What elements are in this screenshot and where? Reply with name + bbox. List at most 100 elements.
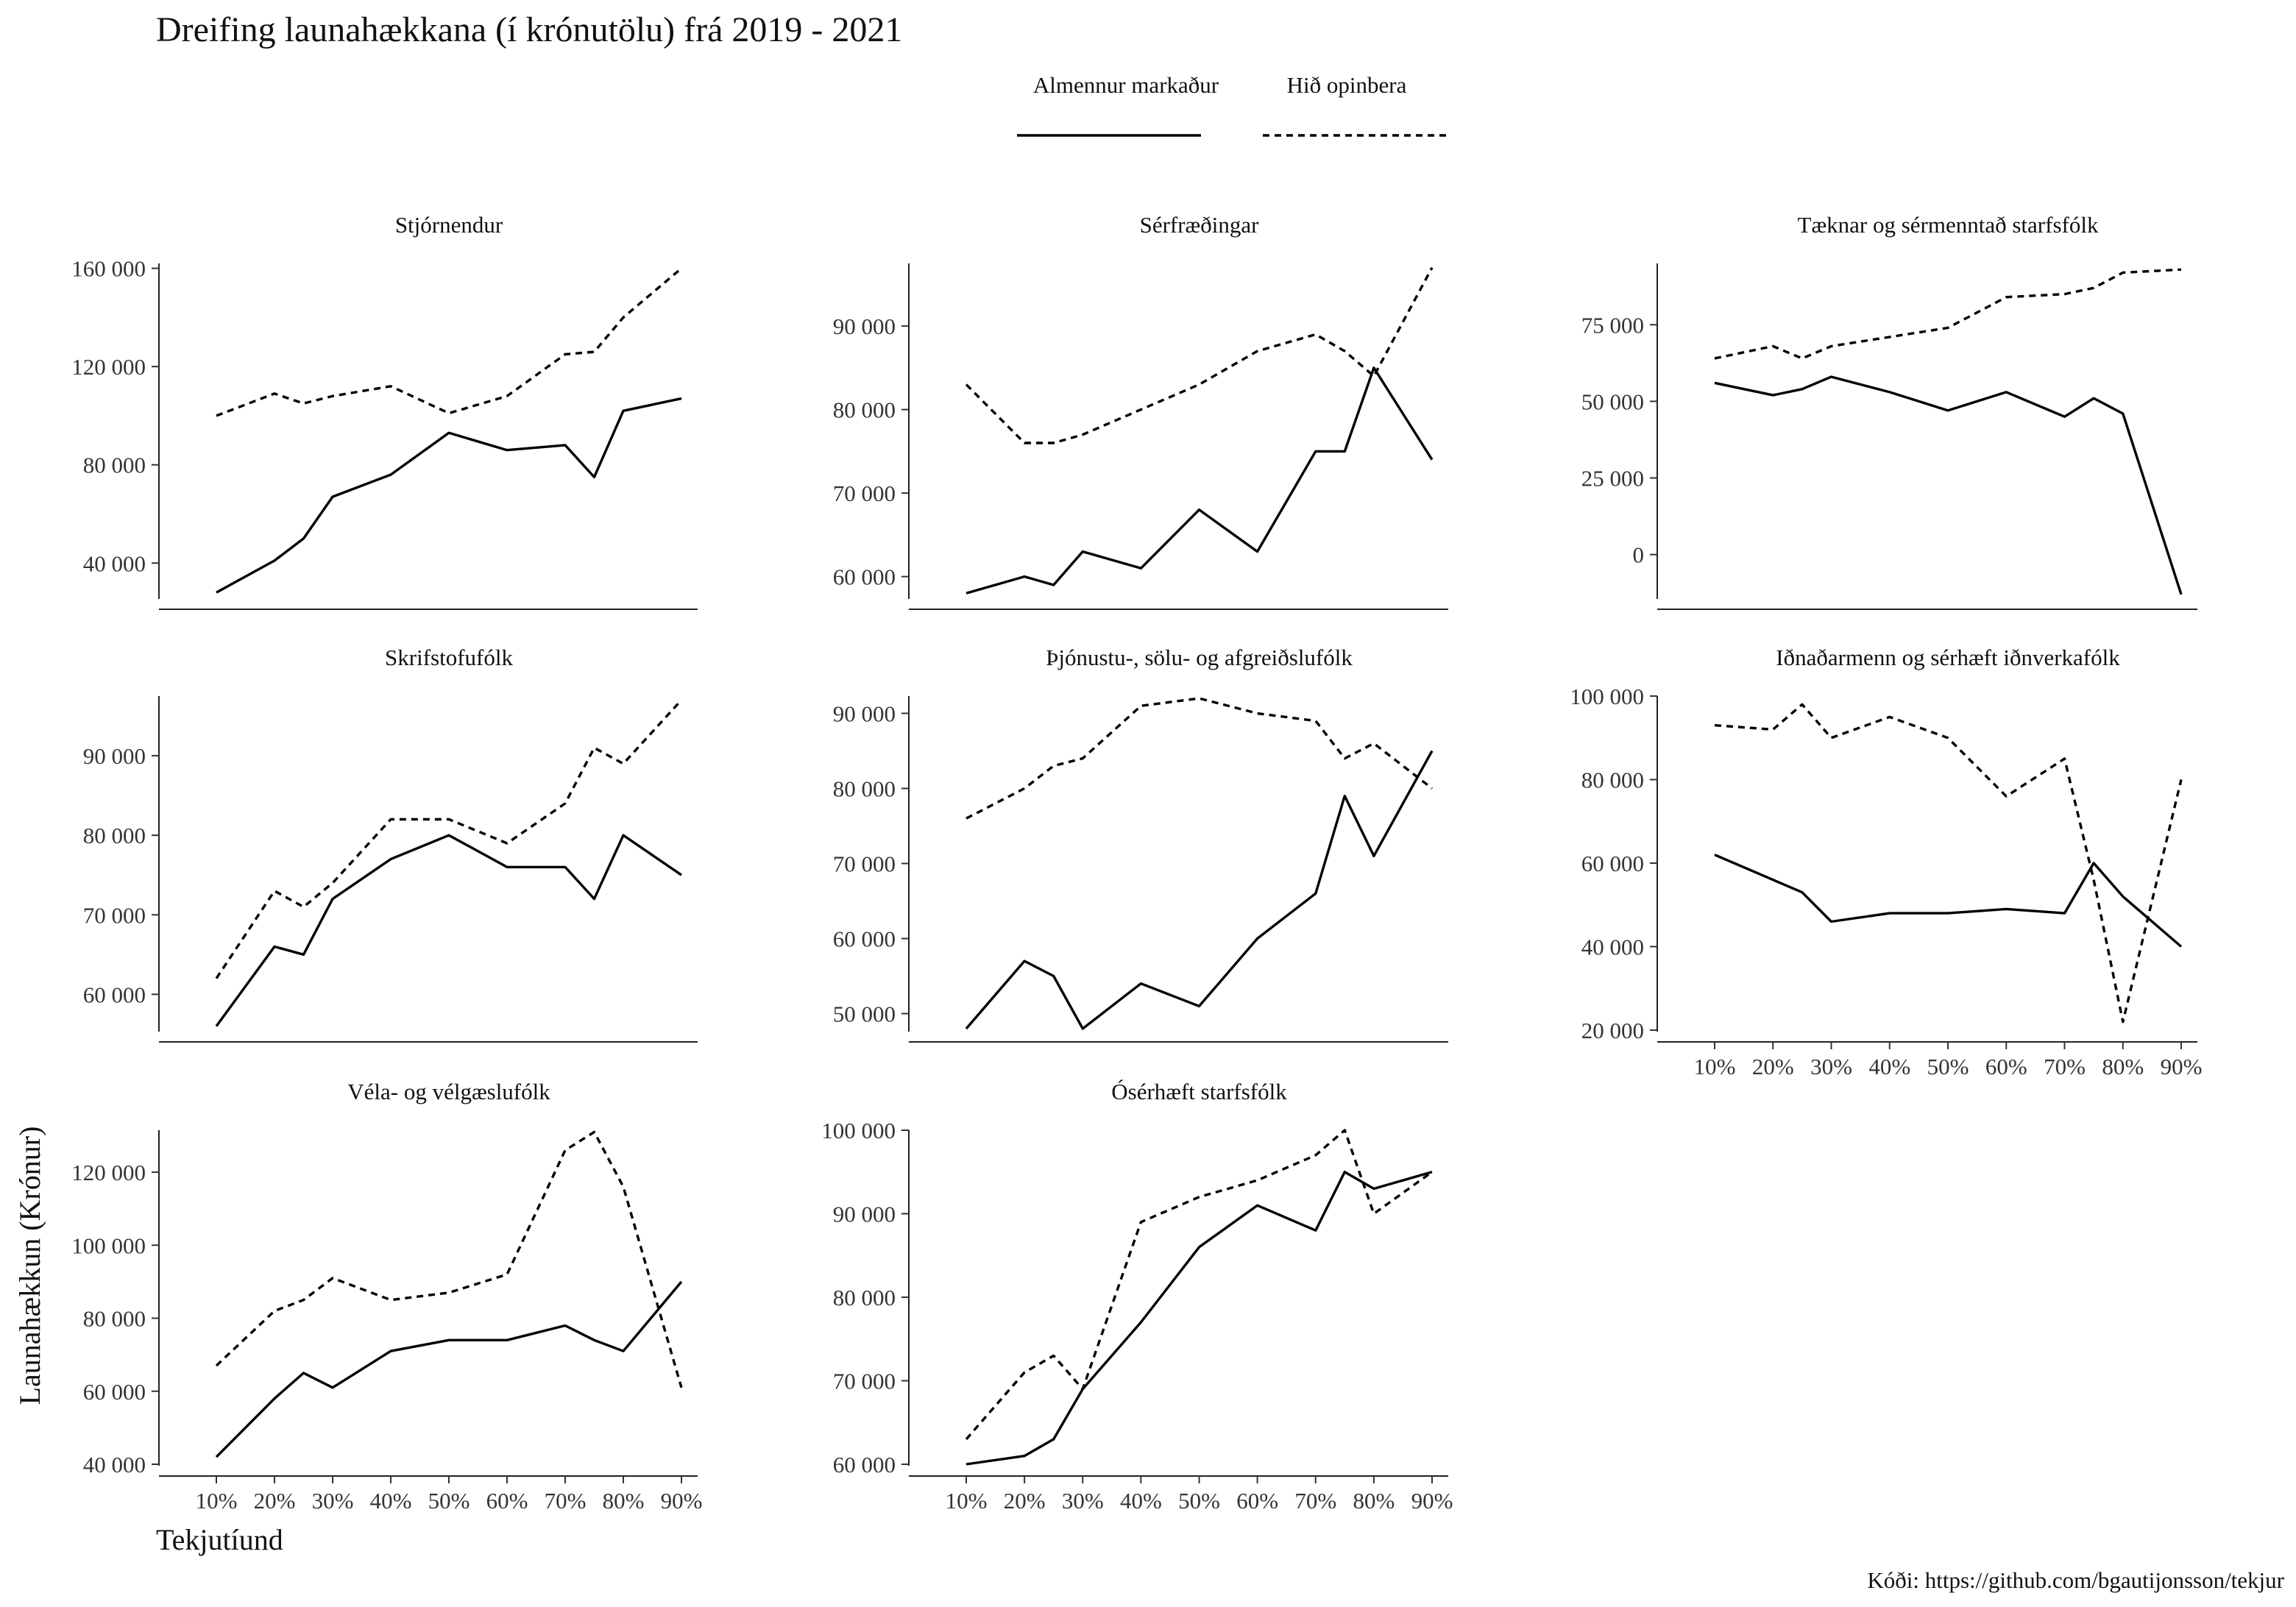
- facet-thjonustu-solu-og-afgreidslufolk-y-tick-label: 90 000: [833, 700, 896, 726]
- facet-taeknar-og-sermenntad-starfsfolk-y-tick-label: 75 000: [1581, 312, 1644, 338]
- facet-skrifstofufolk-y-tick-label: 70 000: [83, 902, 146, 928]
- facet-serfraedingar-y-tick-label: 60 000: [833, 564, 896, 590]
- facet-grid: Stjórnendur 40 000 80 000 120 000 160 000 Sér…: [71, 212, 2202, 1514]
- facet-oserhaeft-starfsfolk-series-opinbera: [965, 1129, 1433, 1441]
- facet-serfraedingar-series-almennur: [965, 366, 1434, 595]
- facet-thjonustu-solu-og-afgreidslufolk-y-tick-label: 80 000: [833, 776, 896, 801]
- facet-vela-og-velgaeslufolk-x-tick-label: 10%: [196, 1488, 238, 1514]
- facet-taeknar-og-sermenntad-starfsfolk-y-tick-label: 0: [1633, 542, 1645, 568]
- facet-taeknar-og-sermenntad-starfsfolk-series-almennur: [1714, 375, 2183, 595]
- facet-oserhaeft-starfsfolk-series-almennur: [965, 1171, 1433, 1466]
- facet-oserhaeft-starfsfolk: Ósérhæft starfsfólk 60 000 70 000 80 000 90 …: [821, 1079, 1453, 1514]
- facet-skrifstofufolk-y-tick-label: 80 000: [83, 823, 146, 848]
- facet-idnadarmenn-og-serhaeft-idnverkafolk-series-almennur: [1714, 854, 2183, 948]
- facet-vela-og-velgaeslufolk-series-opinbera: [215, 1130, 683, 1388]
- facet-skrifstofufolk-y-tick-label: 60 000: [83, 982, 146, 1007]
- legend-label-almennur: Almennur markaður: [1033, 72, 1219, 98]
- caption: Kóði: https://github.com/bgautijonsson/t…: [1867, 1567, 2284, 1593]
- facet-oserhaeft-starfsfolk-y-tick-label: 80 000: [833, 1285, 896, 1310]
- facet-idnadarmenn-og-serhaeft-idnverkafolk-y-tick-label: 60 000: [1581, 851, 1644, 876]
- facet-idnadarmenn-og-serhaeft-idnverkafolk-x-tick-label: 70%: [2044, 1054, 2086, 1079]
- facet-vela-og-velgaeslufolk-y-tick-label: 100 000: [71, 1232, 146, 1258]
- facet-idnadarmenn-og-serhaeft-idnverkafolk-x-tick-label: 80%: [2102, 1054, 2144, 1079]
- facet-taeknar-og-sermenntad-starfsfolk-y-tick-label: 50 000: [1581, 389, 1644, 414]
- facet-idnadarmenn-og-serhaeft-idnverkafolk-x-tick-label: 50%: [1927, 1054, 1969, 1079]
- facet-vela-og-velgaeslufolk-x-tick-label: 80%: [603, 1488, 645, 1514]
- facet-thjonustu-solu-og-afgreidslufolk-y-tick-label: 60 000: [833, 926, 896, 952]
- facet-taeknar-og-sermenntad-starfsfolk-y-tick-label: 25 000: [1581, 466, 1644, 492]
- facet-serfraedingar-title: Sérfræðingar: [1140, 212, 1260, 238]
- facet-vela-og-velgaeslufolk-x-tick-label: 90%: [661, 1488, 703, 1514]
- facet-idnadarmenn-og-serhaeft-idnverkafolk-y-tick-label: 100 000: [1570, 684, 1644, 709]
- facet-idnadarmenn-og-serhaeft-idnverkafolk-x-tick-label: 90%: [2161, 1054, 2203, 1079]
- facet-skrifstofufolk-series-opinbera: [215, 699, 683, 979]
- facet-oserhaeft-starfsfolk-x-tick-label: 40%: [1120, 1488, 1162, 1514]
- facet-skrifstofufolk-title: Skrifstofufólk: [385, 645, 513, 670]
- facet-skrifstofufolk-y-tick-label: 90 000: [83, 743, 146, 769]
- legend: Almennur markaður Hið opinbera: [1017, 72, 1447, 137]
- facet-oserhaeft-starfsfolk-x-tick-label: 90%: [1411, 1488, 1453, 1514]
- facet-skrifstofufolk-series-almennur: [215, 834, 682, 1027]
- facet-serfraedingar-y-tick-label: 80 000: [833, 397, 896, 423]
- facet-oserhaeft-starfsfolk-x-tick-label: 50%: [1178, 1488, 1220, 1514]
- facet-oserhaeft-starfsfolk-x-tick-label: 30%: [1062, 1488, 1104, 1514]
- facet-oserhaeft-starfsfolk-y-tick-label: 60 000: [833, 1452, 896, 1477]
- facet-stjornendur-series-almennur: [216, 397, 682, 594]
- legend-label-opinbera: Hið opinbera: [1287, 72, 1407, 98]
- facet-thjonustu-solu-og-afgreidslufolk-y-tick-label: 70 000: [833, 851, 896, 877]
- facet-idnadarmenn-og-serhaeft-idnverkafolk-series-opinbera: [1714, 703, 2183, 1024]
- facet-stjornendur: Stjórnendur 40 000 80 000 120 000 160 000: [71, 212, 698, 610]
- facet-vela-og-velgaeslufolk-y-tick-label: 120 000: [71, 1160, 146, 1185]
- facet-stjornendur-y-tick-label: 160 000: [71, 256, 146, 282]
- x-axis-title: Tekjutíund: [156, 1523, 283, 1556]
- facet-taeknar-og-sermenntad-starfsfolk: Tæknar og sérmenntað starfsfólk 0 25 000 50…: [1581, 212, 2197, 610]
- facet-thjonustu-solu-og-afgreidslufolk: Þjónustu-, sölu- og afgreiðslufólk 50 000…: [833, 645, 1448, 1043]
- facet-idnadarmenn-og-serhaeft-idnverkafolk-y-tick-label: 80 000: [1581, 767, 1644, 793]
- facet-vela-og-velgaeslufolk-x-tick-label: 60%: [486, 1488, 528, 1514]
- facet-stjornendur-series-opinbera: [216, 267, 683, 417]
- facet-oserhaeft-starfsfolk-y-tick-label: 70 000: [833, 1369, 896, 1394]
- facet-oserhaeft-starfsfolk-x-tick-label: 80%: [1353, 1488, 1395, 1514]
- facet-vela-og-velgaeslufolk-title: Véla- og vélgæslufólk: [347, 1079, 550, 1104]
- facet-oserhaeft-starfsfolk-x-tick-label: 70%: [1294, 1488, 1336, 1514]
- facet-idnadarmenn-og-serhaeft-idnverkafolk-y-tick-label: 40 000: [1581, 934, 1644, 960]
- facet-vela-og-velgaeslufolk-x-tick-label: 50%: [428, 1488, 470, 1514]
- facet-vela-og-velgaeslufolk-x-tick-label: 20%: [254, 1488, 296, 1514]
- facet-oserhaeft-starfsfolk-x-tick-label: 60%: [1236, 1488, 1278, 1514]
- facet-oserhaeft-starfsfolk-title: Ósérhæft starfsfólk: [1111, 1079, 1287, 1104]
- facet-serfraedingar-y-tick-label: 90 000: [833, 313, 896, 339]
- facet-vela-og-velgaeslufolk-y-tick-label: 40 000: [83, 1452, 146, 1477]
- facet-stjornendur-title: Stjórnendur: [395, 212, 503, 238]
- facet-serfraedingar-y-tick-label: 70 000: [833, 480, 896, 506]
- facet-serfraedingar: Sérfræðingar 60 000 70 000 80 000 90 000: [833, 212, 1448, 610]
- facet-idnadarmenn-og-serhaeft-idnverkafolk-x-tick-label: 40%: [1868, 1054, 1910, 1079]
- facet-vela-og-velgaeslufolk-x-tick-label: 30%: [312, 1488, 354, 1514]
- facet-oserhaeft-starfsfolk-y-tick-label: 100 000: [821, 1118, 896, 1143]
- facet-idnadarmenn-og-serhaeft-idnverkafolk-x-tick-label: 10%: [1694, 1054, 1736, 1079]
- facet-vela-og-velgaeslufolk-y-tick-label: 60 000: [83, 1379, 146, 1405]
- facet-stjornendur-y-tick-label: 40 000: [83, 550, 146, 576]
- facet-stjornendur-y-tick-label: 80 000: [83, 453, 146, 478]
- facet-idnadarmenn-og-serhaeft-idnverkafolk-title: Iðnaðarmenn og sérhæft iðnverkafólk: [1776, 645, 2120, 670]
- facet-skrifstofufolk: Skrifstofufólk 60 000 70 000 80 000 90 000: [83, 645, 698, 1043]
- facet-vela-og-velgaeslufolk-x-tick-label: 40%: [370, 1488, 412, 1514]
- facet-taeknar-og-sermenntad-starfsfolk-series-opinbera: [1714, 268, 2182, 360]
- y-axis-title: Launahækkun (Krónur): [13, 1127, 46, 1405]
- facet-oserhaeft-starfsfolk-y-tick-label: 90 000: [833, 1202, 896, 1227]
- facet-vela-og-velgaeslufolk-x-tick-label: 70%: [545, 1488, 587, 1514]
- facet-oserhaeft-starfsfolk-x-tick-label: 10%: [946, 1488, 988, 1514]
- facet-idnadarmenn-og-serhaeft-idnverkafolk-x-tick-label: 60%: [1985, 1054, 2027, 1079]
- facet-idnadarmenn-og-serhaeft-idnverkafolk-x-tick-label: 30%: [1810, 1054, 1852, 1079]
- facet-thjonustu-solu-og-afgreidslufolk-title: Þjónustu-, sölu- og afgreiðslufólk: [1046, 645, 1353, 670]
- facet-vela-og-velgaeslufolk-y-tick-label: 80 000: [83, 1306, 146, 1332]
- facet-serfraedingar-series-opinbera: [965, 266, 1434, 444]
- facet-taeknar-og-sermenntad-starfsfolk-title: Tæknar og sérmenntað starfsfólk: [1798, 212, 2099, 238]
- facet-stjornendur-y-tick-label: 120 000: [71, 354, 146, 380]
- facet-thjonustu-solu-og-afgreidslufolk-y-tick-label: 50 000: [833, 1001, 896, 1027]
- facet-vela-og-velgaeslufolk-series-almennur: [215, 1280, 683, 1458]
- facet-thjonustu-solu-og-afgreidslufolk-series-almennur: [965, 750, 1434, 1030]
- facet-idnadarmenn-og-serhaeft-idnverkafolk: Iðnaðarmenn og sérhæft iðnverkafólk 20 00…: [1570, 645, 2202, 1079]
- facet-thjonustu-solu-og-afgreidslufolk-series-opinbera: [965, 697, 1434, 820]
- facet-idnadarmenn-og-serhaeft-idnverkafolk-y-tick-label: 20 000: [1581, 1018, 1644, 1043]
